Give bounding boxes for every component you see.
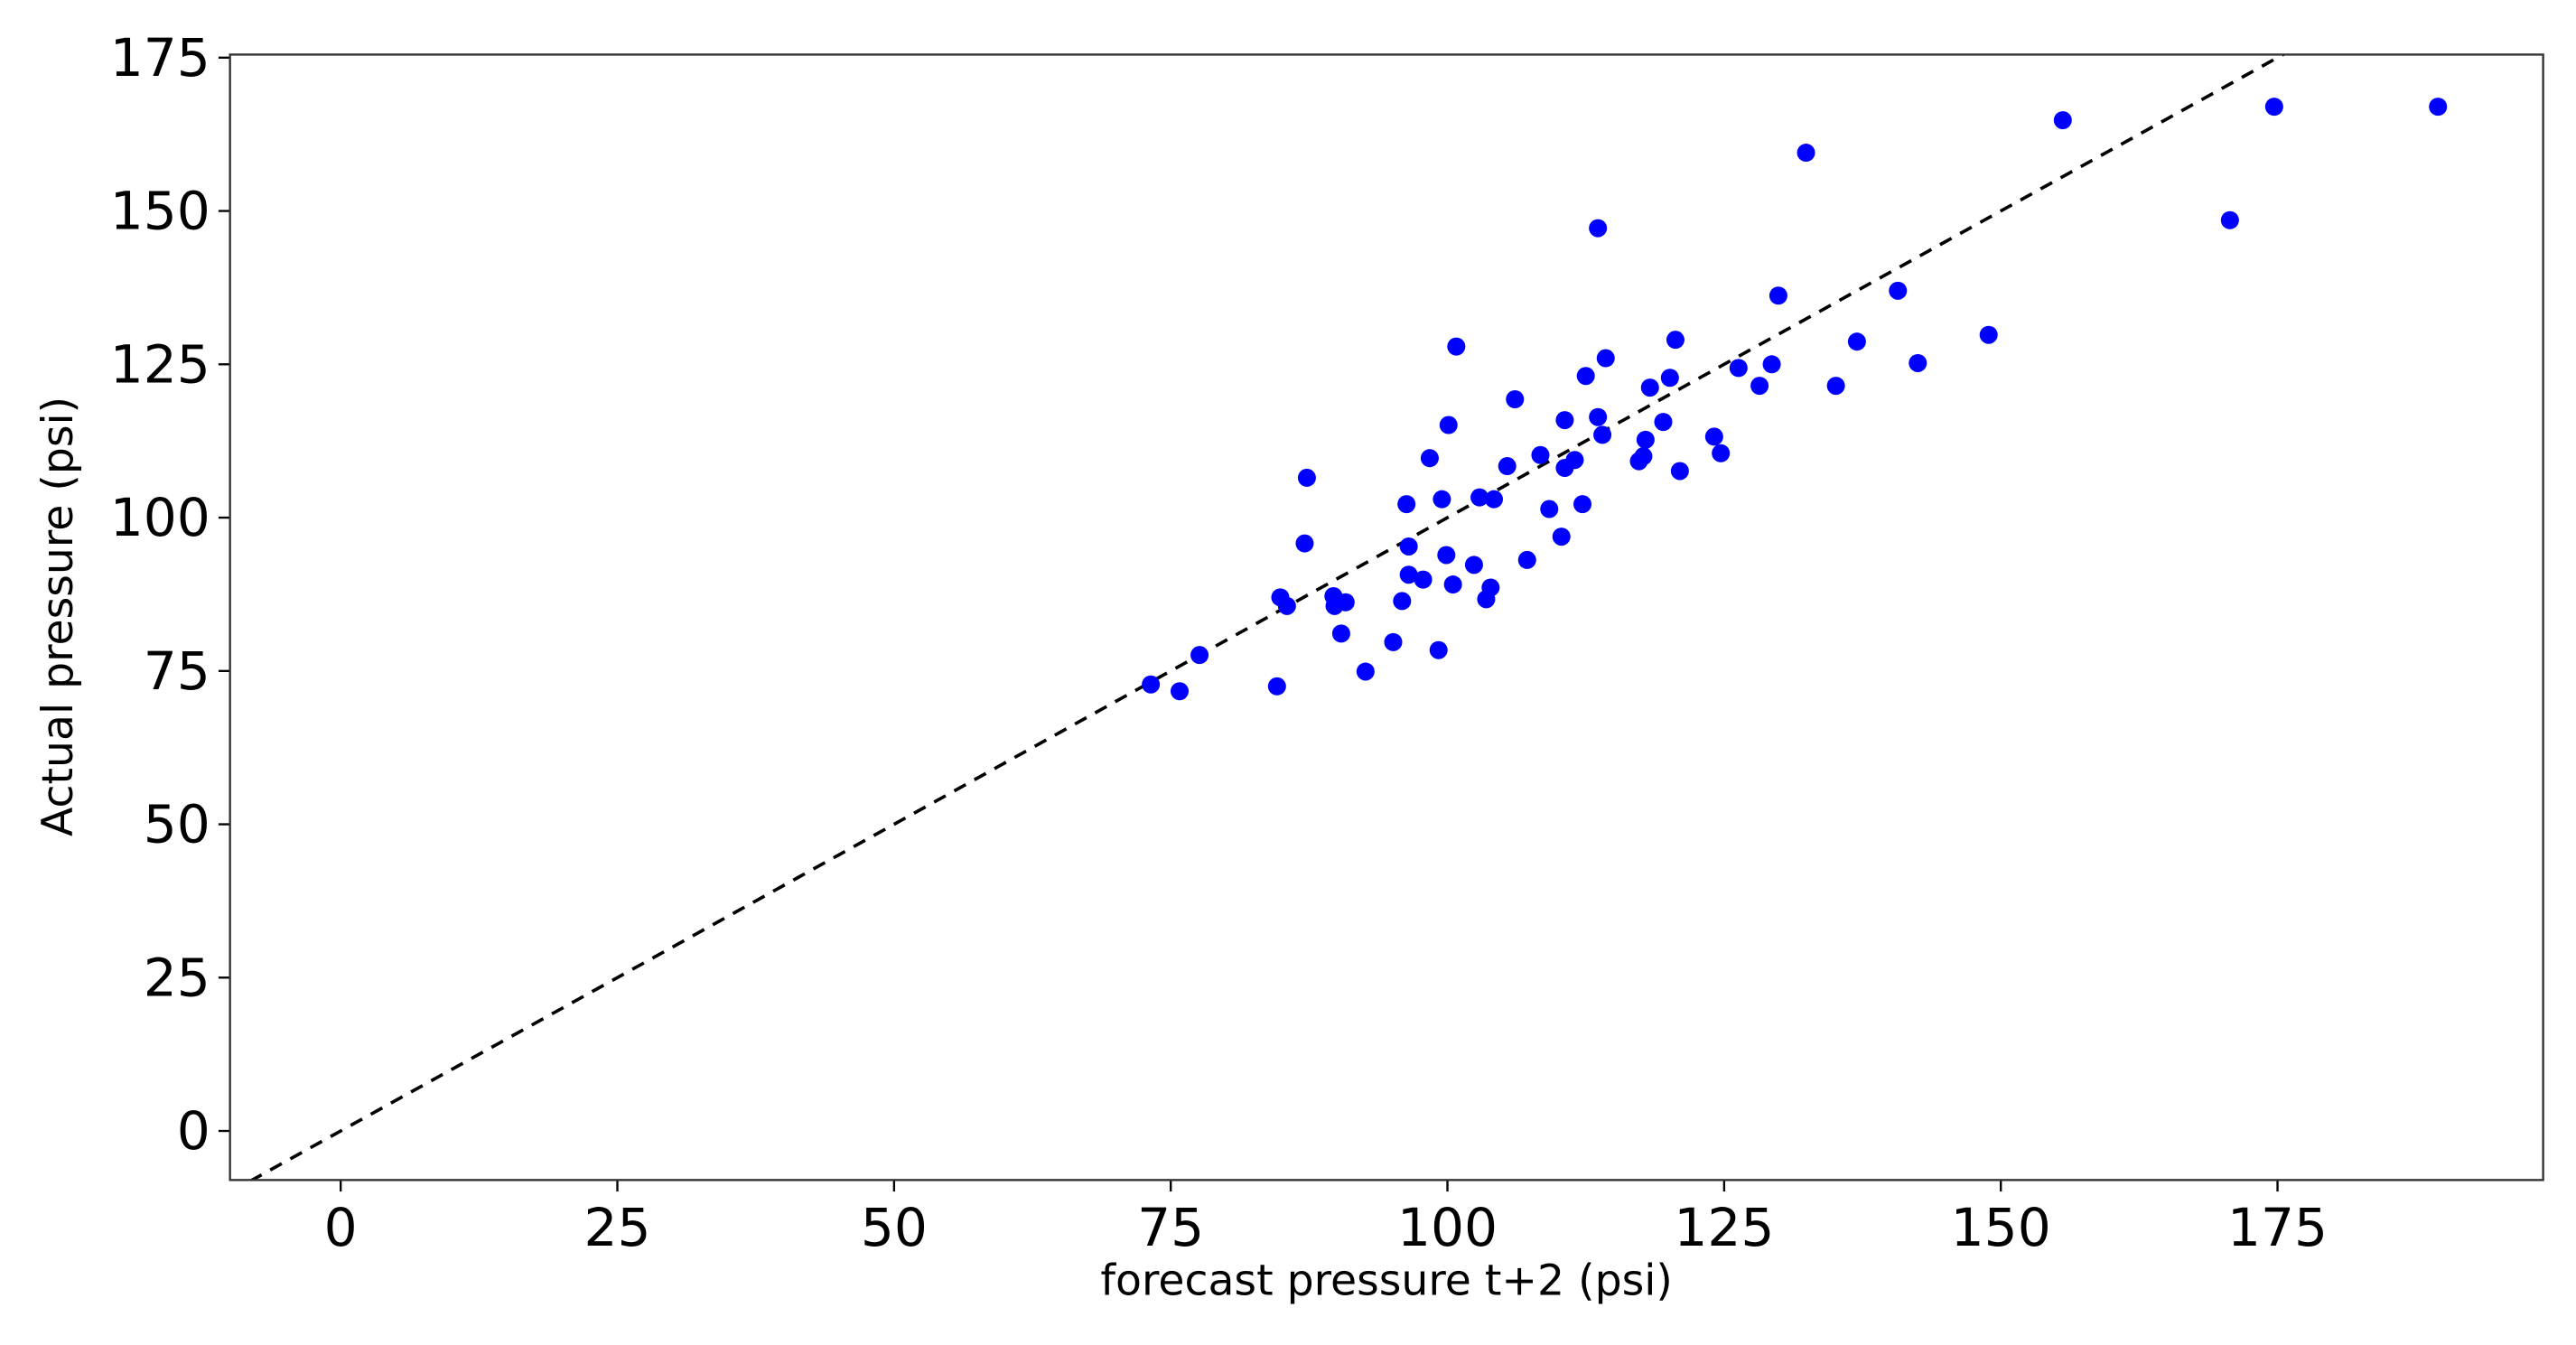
point	[1393, 592, 1412, 611]
point	[1636, 430, 1655, 449]
point	[1573, 495, 1592, 514]
point	[1826, 377, 1845, 396]
point	[1889, 281, 1908, 300]
point	[1295, 534, 1314, 553]
point	[1433, 490, 1451, 509]
point	[2264, 98, 2283, 117]
y-tick-label: 125	[110, 333, 210, 395]
point	[1576, 367, 1595, 386]
point	[1190, 646, 1209, 665]
point	[1429, 640, 1448, 659]
x-tick-label: 125	[1674, 1197, 1774, 1258]
point	[1443, 575, 1462, 594]
point	[1399, 565, 1418, 584]
point	[1596, 349, 1615, 368]
x-axis-label: forecast pressure t+2 (psi)	[1100, 1256, 1672, 1306]
point	[1170, 682, 1189, 701]
point	[1552, 528, 1571, 546]
y-axis-label: Actual pressure (psi)	[33, 397, 83, 836]
point	[1670, 462, 1689, 481]
point	[1634, 447, 1653, 466]
point	[1565, 451, 1584, 470]
point	[1506, 390, 1525, 409]
point	[1589, 219, 1608, 238]
point	[1540, 500, 1559, 518]
y-tick-label: 0	[177, 1100, 210, 1162]
point	[1797, 144, 1815, 163]
y-tick-label: 150	[110, 181, 210, 242]
point	[1397, 495, 1416, 514]
point	[1498, 457, 1517, 476]
point	[1277, 596, 1296, 615]
point	[1517, 550, 1536, 569]
point	[1336, 593, 1355, 612]
point	[1712, 444, 1731, 462]
point	[1142, 675, 1161, 694]
point	[1331, 624, 1350, 643]
point	[1399, 537, 1418, 556]
point	[1593, 425, 1612, 444]
point	[1704, 427, 1723, 446]
point	[1356, 662, 1375, 681]
point	[1384, 632, 1403, 651]
x-tick-label: 50	[861, 1197, 928, 1258]
point	[1481, 578, 1500, 597]
point	[2429, 98, 2448, 117]
point	[1437, 546, 1456, 565]
point	[2053, 111, 2072, 130]
point	[1640, 378, 1659, 397]
point	[1979, 325, 1998, 344]
point	[1464, 556, 1483, 574]
x-tick-label: 0	[324, 1197, 358, 1258]
point	[1660, 369, 1679, 388]
point	[1470, 488, 1489, 507]
point	[1589, 407, 1608, 426]
x-tick-label: 150	[1951, 1197, 2051, 1258]
y-tick-label: 100	[110, 487, 210, 548]
y-tick-label: 75	[144, 640, 210, 702]
point	[1909, 353, 1927, 372]
point	[1414, 570, 1433, 589]
point	[1267, 677, 1286, 696]
point	[1447, 337, 1466, 356]
point	[1297, 468, 1316, 487]
point	[1439, 416, 1458, 434]
plot-frame	[229, 53, 2544, 1182]
y-tick-label: 25	[144, 947, 210, 1008]
point	[1769, 286, 1787, 305]
y-tick-label: 50	[144, 794, 210, 855]
reference-line	[248, 54, 2287, 1181]
point	[1555, 411, 1574, 430]
point	[1750, 377, 1769, 396]
point	[1666, 331, 1685, 350]
point	[2220, 210, 2239, 229]
point	[1762, 355, 1781, 374]
point	[1420, 449, 1439, 468]
x-tick-label: 75	[1137, 1197, 1204, 1258]
point	[1847, 332, 1866, 351]
x-tick-label: 175	[2227, 1197, 2328, 1258]
point	[1729, 359, 1748, 378]
point	[1531, 445, 1550, 464]
x-tick-label: 25	[583, 1197, 650, 1258]
point	[1654, 413, 1673, 432]
x-tick-label: 100	[1397, 1197, 1498, 1258]
point	[1484, 490, 1503, 509]
y-tick-label: 175	[110, 27, 210, 89]
